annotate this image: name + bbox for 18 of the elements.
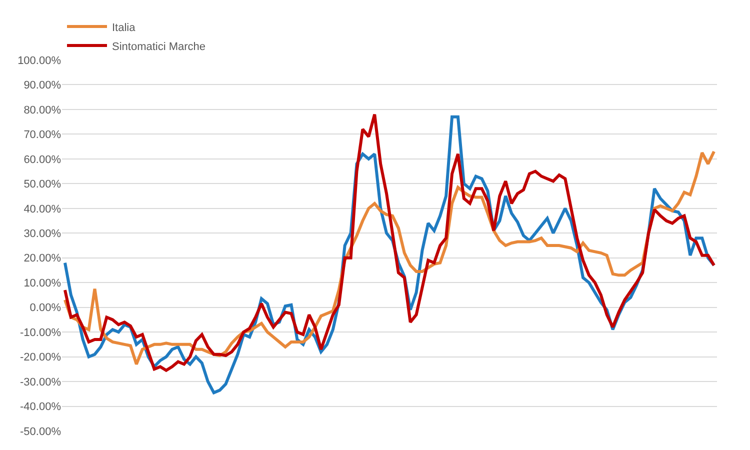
y-tick-label: -10.00% bbox=[20, 326, 62, 339]
y-tick-label: 40.00% bbox=[24, 203, 62, 216]
legend-label: Italia bbox=[112, 22, 136, 34]
y-tick-label: 10.00% bbox=[24, 277, 62, 290]
y-tick-label: 80.00% bbox=[24, 104, 62, 116]
y-tick-label: 50.00% bbox=[24, 178, 62, 191]
y-tick-label: -30.00% bbox=[20, 376, 62, 388]
y-tick-label: 0.00% bbox=[30, 302, 62, 314]
y-tick-label: 20.00% bbox=[24, 252, 62, 265]
y-tick-label: 30.00% bbox=[24, 228, 62, 240]
y-tick-label: 70.00% bbox=[24, 129, 62, 142]
y-tick-label: -20.00% bbox=[20, 352, 62, 364]
y-tick-label: -40.00% bbox=[20, 401, 62, 414]
legend-label: Sintomatici Marche bbox=[112, 40, 206, 53]
y-tick-label: 100.00% bbox=[18, 54, 62, 67]
y-tick-label: 90.00% bbox=[24, 80, 62, 92]
y-tick-label: 60.00% bbox=[24, 154, 62, 166]
y-tick-label: -50.00% bbox=[20, 426, 62, 438]
